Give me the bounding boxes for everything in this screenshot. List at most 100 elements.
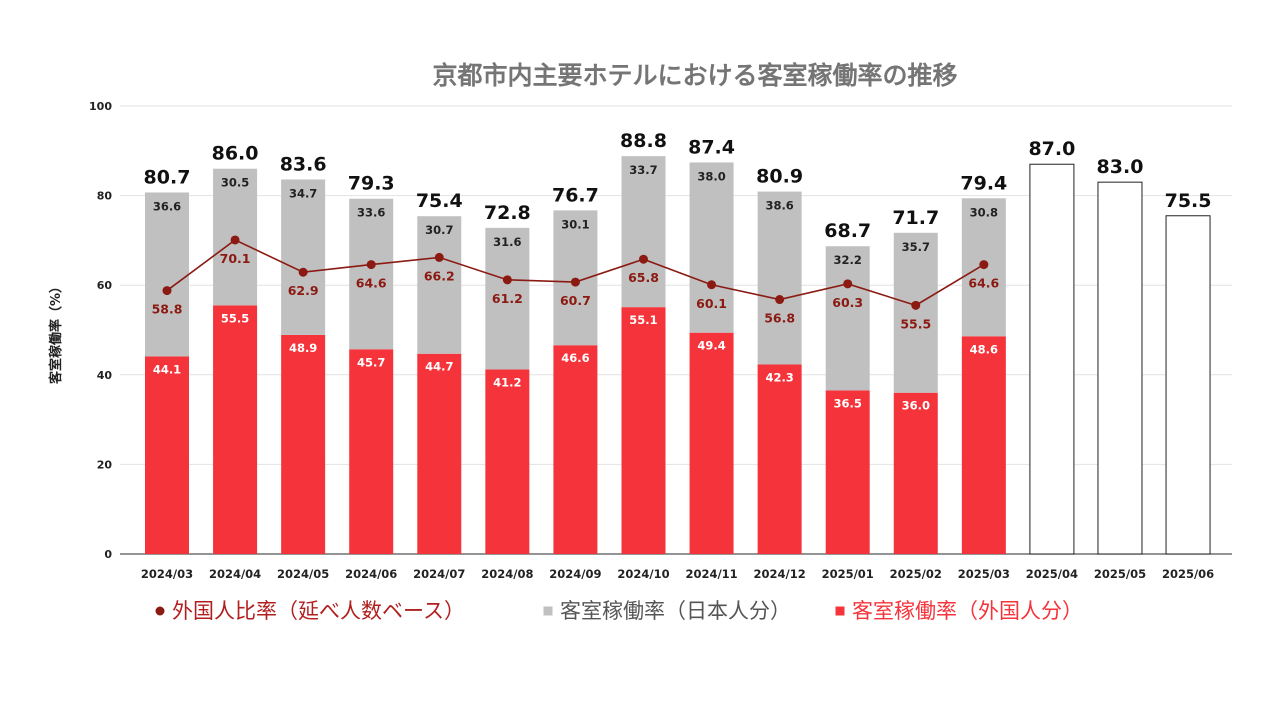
- legend-label: 客室稼働率（外国人分）: [852, 599, 1083, 623]
- total-value-label: 79.3: [348, 173, 395, 195]
- y-axis-ticks: 0 20 40 60 80 100: [89, 100, 112, 561]
- bar-japanese: [485, 227, 530, 370]
- bar-foreign: [893, 392, 938, 554]
- ratio-point: [843, 279, 853, 289]
- foreign-value-label: 49.4: [697, 339, 725, 353]
- ratio-value-label: 58.8: [152, 302, 183, 317]
- foreign-value-label: 44.7: [425, 360, 453, 374]
- total-value-label: 87.4: [688, 136, 735, 158]
- ratio-point: [638, 254, 648, 264]
- foreign-value-label: 36.0: [902, 399, 930, 413]
- legend-marker: [835, 606, 845, 616]
- bar-japanese: [281, 179, 326, 335]
- x-tick-label: 2024/12: [754, 567, 806, 581]
- bar-foreign: [417, 353, 462, 554]
- total-value-label: 75.4: [416, 190, 463, 212]
- bar-japanese: [689, 162, 734, 333]
- ratio-point: [230, 235, 240, 245]
- ratio-point: [298, 267, 308, 277]
- bar-japanese: [621, 156, 666, 308]
- foreign-value-label: 48.6: [970, 342, 998, 356]
- ratio-value-label: 65.8: [628, 270, 659, 285]
- ratio-point: [502, 275, 512, 285]
- x-tick-label: 2025/03: [958, 567, 1010, 581]
- total-value-label: 83.0: [1097, 156, 1144, 178]
- japanese-value-label: 38.0: [697, 169, 725, 183]
- x-tick-label: 2024/11: [685, 567, 737, 581]
- x-axis-ticks: 2024/03 2024/04 2024/05 2024/06 2024/07 2024/…: [141, 567, 1214, 581]
- japanese-value-label: 31.6: [493, 235, 521, 249]
- total-value-label: 83.6: [280, 153, 327, 175]
- ratio-value-label: 55.5: [900, 316, 931, 331]
- total-value-label: 71.7: [892, 207, 939, 229]
- foreign-value-label: 55.5: [221, 311, 249, 325]
- bar-japanese: [349, 198, 394, 350]
- ratio-value-label: 70.1: [220, 251, 251, 266]
- foreign-value-label: 46.6: [561, 351, 589, 365]
- chart-title: 京都市内主要ホテルにおける客室稼働率の推移: [432, 61, 957, 90]
- total-value-label: 75.5: [1165, 190, 1212, 212]
- x-tick-label: 2025/04: [1026, 567, 1078, 581]
- bar-foreign: [213, 305, 258, 554]
- legend-label: 客室稼働率（日本人分）: [560, 599, 791, 623]
- japanese-value-label: 33.6: [357, 206, 385, 220]
- total-value-label: 68.7: [824, 220, 871, 242]
- japanese-value-label: 34.7: [289, 186, 317, 200]
- ratio-value-label: 64.6: [356, 276, 387, 291]
- ratio-value-label: 61.2: [492, 291, 523, 306]
- bar-foreign: [621, 307, 666, 554]
- total-value-label: 80.7: [144, 166, 191, 188]
- ratio-point: [366, 260, 376, 270]
- x-tick-label: 2024/05: [277, 567, 329, 581]
- x-tick-label: 2024/04: [209, 567, 261, 581]
- y-tick-label: 20: [97, 458, 113, 471]
- bars: [145, 156, 1211, 555]
- x-tick-label: 2024/07: [413, 567, 465, 581]
- x-tick-label: 2024/03: [141, 567, 193, 581]
- ratio-value-label: 60.1: [696, 296, 727, 311]
- total-value-label: 80.9: [756, 166, 803, 188]
- y-axis-label: 客室稼働率（%）: [48, 280, 64, 384]
- y-tick-label: 80: [97, 190, 113, 203]
- ratio-line: [162, 235, 989, 310]
- ratio-value-label: 62.9: [288, 283, 319, 298]
- legend-marker: [155, 606, 165, 616]
- x-tick-label: 2024/06: [345, 567, 397, 581]
- ratio-point: [911, 300, 921, 310]
- japanese-value-label: 30.8: [970, 205, 998, 219]
- japanese-value-label: 32.2: [834, 253, 862, 267]
- legend-label: 外国人比率（延べ人数ベース）: [172, 599, 465, 623]
- bar-forecast: [1029, 163, 1075, 555]
- japanese-value-label: 30.7: [425, 223, 453, 237]
- total-value-label: 76.7: [552, 184, 599, 206]
- bar-japanese: [825, 246, 870, 391]
- bar-foreign: [961, 336, 1006, 554]
- x-tick-label: 2025/05: [1094, 567, 1146, 581]
- bar-foreign: [689, 332, 734, 554]
- bar-japanese: [757, 191, 802, 365]
- japanese-value-label: 30.1: [561, 217, 589, 231]
- japanese-value-label: 35.7: [902, 240, 930, 254]
- total-value-label: 88.8: [620, 130, 667, 152]
- foreign-value-label: 55.1: [629, 313, 657, 327]
- ratio-value-label: 64.6: [968, 276, 999, 291]
- total-value-label: 72.8: [484, 202, 531, 224]
- ratio-point: [434, 252, 444, 262]
- ratio-point: [707, 280, 717, 290]
- ratio-point: [570, 277, 580, 287]
- foreign-value-label: 48.9: [289, 341, 317, 355]
- x-tick-label: 2024/09: [549, 567, 601, 581]
- japanese-value-label: 38.6: [765, 199, 793, 213]
- x-tick-label: 2024/10: [617, 567, 669, 581]
- legend: 外国人比率（延べ人数ベース） 客室稼働率（日本人分） 客室稼働率（外国人分）: [155, 599, 1083, 623]
- total-value-label: 86.0: [212, 143, 259, 165]
- ratio-point: [979, 260, 989, 270]
- foreign-value-label: 44.1: [153, 362, 181, 376]
- legend-marker: [543, 606, 553, 616]
- ratio-value-label: 60.3: [832, 295, 863, 310]
- data-labels: 44.1 36.6 80.7 55.5 30.5 86.0 48.9 34.7 83.6 45.7…: [144, 130, 1212, 413]
- ratio-value-label: 66.2: [424, 268, 455, 283]
- x-tick-label: 2025/06: [1162, 567, 1214, 581]
